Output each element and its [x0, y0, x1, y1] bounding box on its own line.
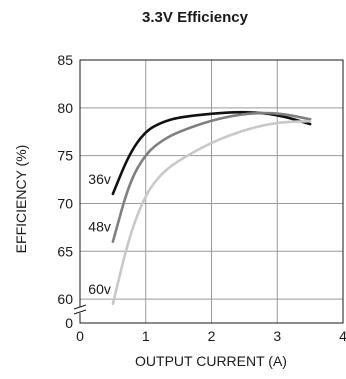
- series-labels: 36v 48v 60v: [88, 171, 111, 297]
- y-tick-label: 65: [57, 243, 73, 259]
- y-axis-label: EFFICIENCY (%): [13, 145, 29, 254]
- x-tick-label: 4: [339, 328, 346, 344]
- y-tick-label: 75: [57, 148, 73, 164]
- axis-break-mark: [73, 304, 87, 310]
- series-lines: [111, 110, 312, 306]
- y-tick-label: 70: [57, 195, 73, 211]
- y-tick-label: 85: [57, 52, 73, 68]
- plot-area: [79, 59, 344, 324]
- series-line-48v: [111, 111, 312, 244]
- y-tick-label: 0: [65, 315, 73, 331]
- plot-frame: [79, 59, 344, 324]
- series-line-36v: [111, 110, 312, 196]
- y-tick-label: 80: [57, 100, 73, 116]
- axis-break-gap: [76, 307, 84, 313]
- x-axis-label: OUTPUT CURRENT (A): [135, 353, 287, 369]
- x-tick-label: 1: [142, 328, 150, 344]
- grid: [80, 60, 343, 323]
- series-label-48v: 48v: [88, 219, 111, 235]
- x-tick-labels: 0 1 2 3 4: [76, 328, 346, 344]
- series-label-60v: 60v: [88, 281, 111, 297]
- y-tick-label: 60: [57, 291, 73, 307]
- y-tick-labels: 0 60 65 70 75 80 85: [57, 52, 73, 331]
- series-label-36v: 36v: [88, 171, 111, 187]
- series-line-60v: [111, 119, 312, 306]
- axis-break-mark: [73, 309, 87, 315]
- y-axis-break: [73, 304, 87, 315]
- x-tick-label: 3: [273, 328, 281, 344]
- x-tick-label: 2: [208, 328, 216, 344]
- x-tick-label: 0: [76, 328, 84, 344]
- chart-title: 3.3V Efficiency: [142, 9, 249, 26]
